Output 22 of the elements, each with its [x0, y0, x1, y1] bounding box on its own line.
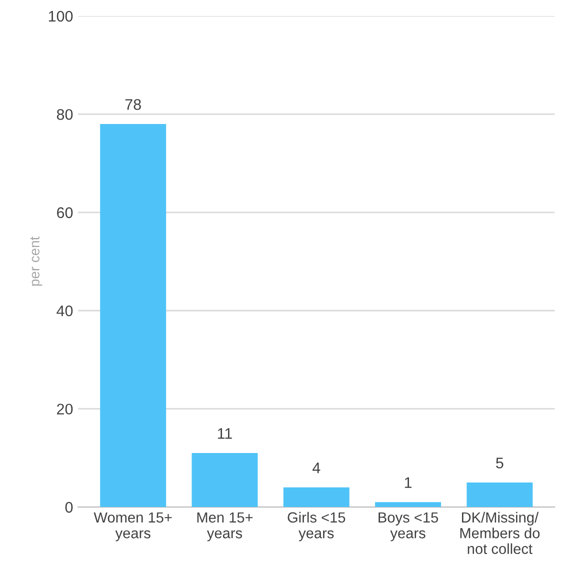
- x-tick-label: DK/Missing/ Members do not collect: [460, 512, 540, 554]
- x-tick-label: Boys <15 years: [378, 512, 438, 542]
- y-tick-label: 60: [57, 207, 73, 218]
- data-label: 11: [218, 428, 232, 439]
- bar: [192, 453, 258, 508]
- bar: [375, 502, 442, 508]
- y-tick-label: 100: [48, 10, 73, 22]
- y-tick-label: 20: [57, 404, 73, 415]
- data-label: 5: [496, 458, 504, 468]
- bar: [283, 487, 350, 508]
- x-tick-label: Men 15+ years: [197, 512, 253, 542]
- data-label: 1: [404, 477, 412, 488]
- y-tick-label: 80: [56, 109, 73, 120]
- y-tick-label: 40: [56, 305, 73, 316]
- x-tick-label: Girls <15 years: [288, 512, 346, 542]
- y-tick-label: 0: [65, 502, 73, 513]
- y-axis-title: per cent: [30, 236, 42, 286]
- bar: [466, 482, 533, 508]
- bar: [100, 124, 166, 508]
- data-label: 78: [125, 99, 141, 110]
- data-label: 4: [312, 462, 320, 474]
- x-tick-label: Women 15+ years: [94, 512, 172, 542]
